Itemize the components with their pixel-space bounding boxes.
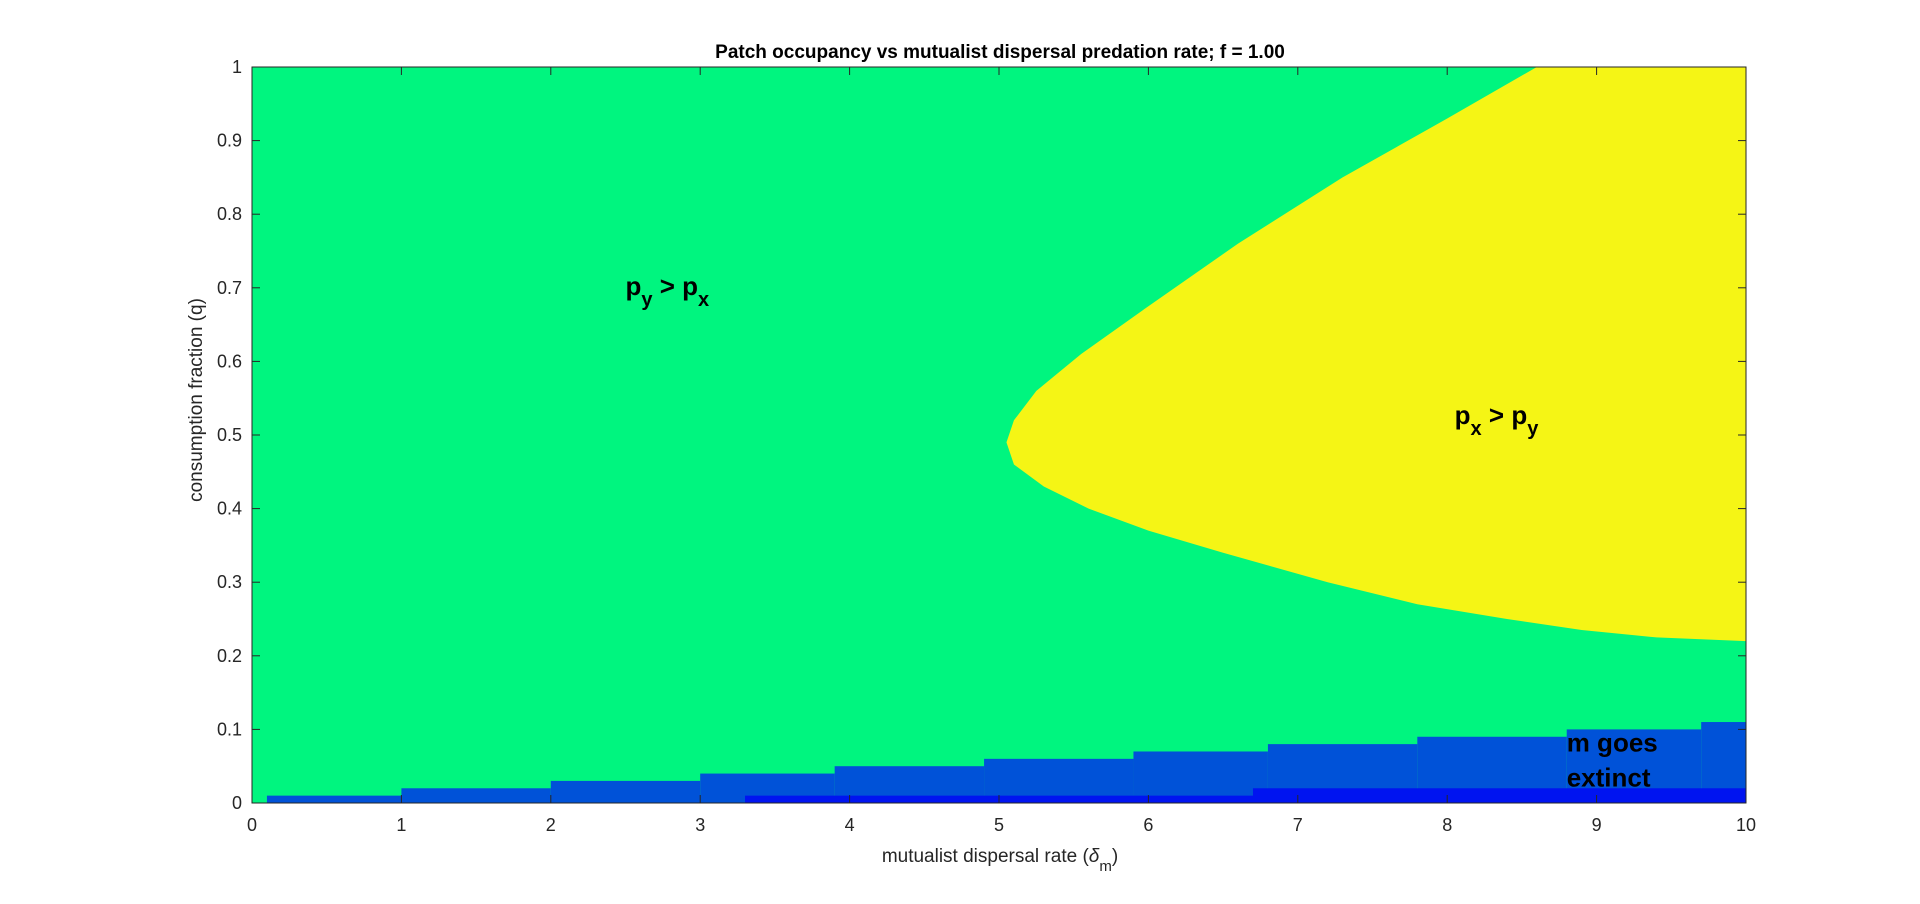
x-axis-label-sub: m (1099, 858, 1112, 875)
label-m-goes-extinct-line1: m goes (1567, 727, 1658, 757)
y-tick-label-5: 0.5 (217, 425, 242, 445)
chart-title: Patch occupancy vs mutualist dispersal p… (715, 42, 1285, 63)
y-tick-label-7: 0.7 (217, 278, 242, 298)
y-tick-label-0: 0 (232, 793, 242, 813)
x-axis-label-main: mutualist dispersal rate ( (882, 846, 1090, 867)
x-tick-label-5: 5 (994, 815, 1004, 835)
x-tick-label-10: 10 (1736, 815, 1756, 835)
plot-area (252, 67, 1746, 803)
x-tick-label-4: 4 (845, 815, 855, 835)
y-tick-label-9: 0.9 (217, 131, 242, 151)
x-tick-label-3: 3 (695, 815, 705, 835)
region-px-gt-py-region (1006, 67, 1746, 642)
y-tick-label-10: 1 (232, 57, 242, 77)
axes: 0 1 2 3 4 5 6 7 8 9 10 0 0.1 0.2 0.3 0.4 0.5 0.6 0.7 0.8 0.9… (217, 57, 1756, 835)
y-tick-label-2: 0.2 (217, 646, 242, 666)
x-tick-label-0: 0 (247, 815, 257, 835)
extinct-step-0 (266, 795, 402, 803)
extinct-deep-step-1 (1252, 788, 1746, 803)
extinct-step-1 (401, 788, 551, 803)
label-py-gt-px: py > px (626, 271, 710, 311)
y-tick-label-1: 0.1 (217, 719, 242, 739)
extinct-step-6 (1133, 751, 1268, 803)
x-tick-label-7: 7 (1293, 815, 1303, 835)
y-tick-label-8: 0.8 (217, 204, 242, 224)
x-tick-label-9: 9 (1592, 815, 1602, 835)
y-tick-label-4: 0.4 (217, 499, 242, 519)
y-axis-label-text: consumption fraction (q) (186, 298, 207, 502)
x-axis-label: mutualist dispersal rate (δm) (882, 846, 1118, 875)
y-tick-label-6: 0.6 (217, 351, 242, 371)
extinct-step-2 (550, 780, 701, 803)
label-px-gt-py: px > py (1455, 400, 1540, 440)
x-tick-label-1: 1 (396, 815, 406, 835)
x-axis-label-symbol: δ (1089, 846, 1100, 867)
x-tick-label-2: 2 (546, 815, 556, 835)
x-tick-label-6: 6 (1143, 815, 1153, 835)
y-tick-label-3: 0.3 (217, 572, 242, 592)
x-axis-label-close: ) (1112, 846, 1118, 867)
axes-box (251, 66, 1747, 804)
region-labels: py > px px > py m goes extinct (626, 271, 1658, 792)
y-axis-label: consumption fraction (q) (186, 298, 207, 502)
x-tick-label-8: 8 (1442, 815, 1452, 835)
label-m-goes-extinct-line2: extinct (1567, 762, 1651, 792)
